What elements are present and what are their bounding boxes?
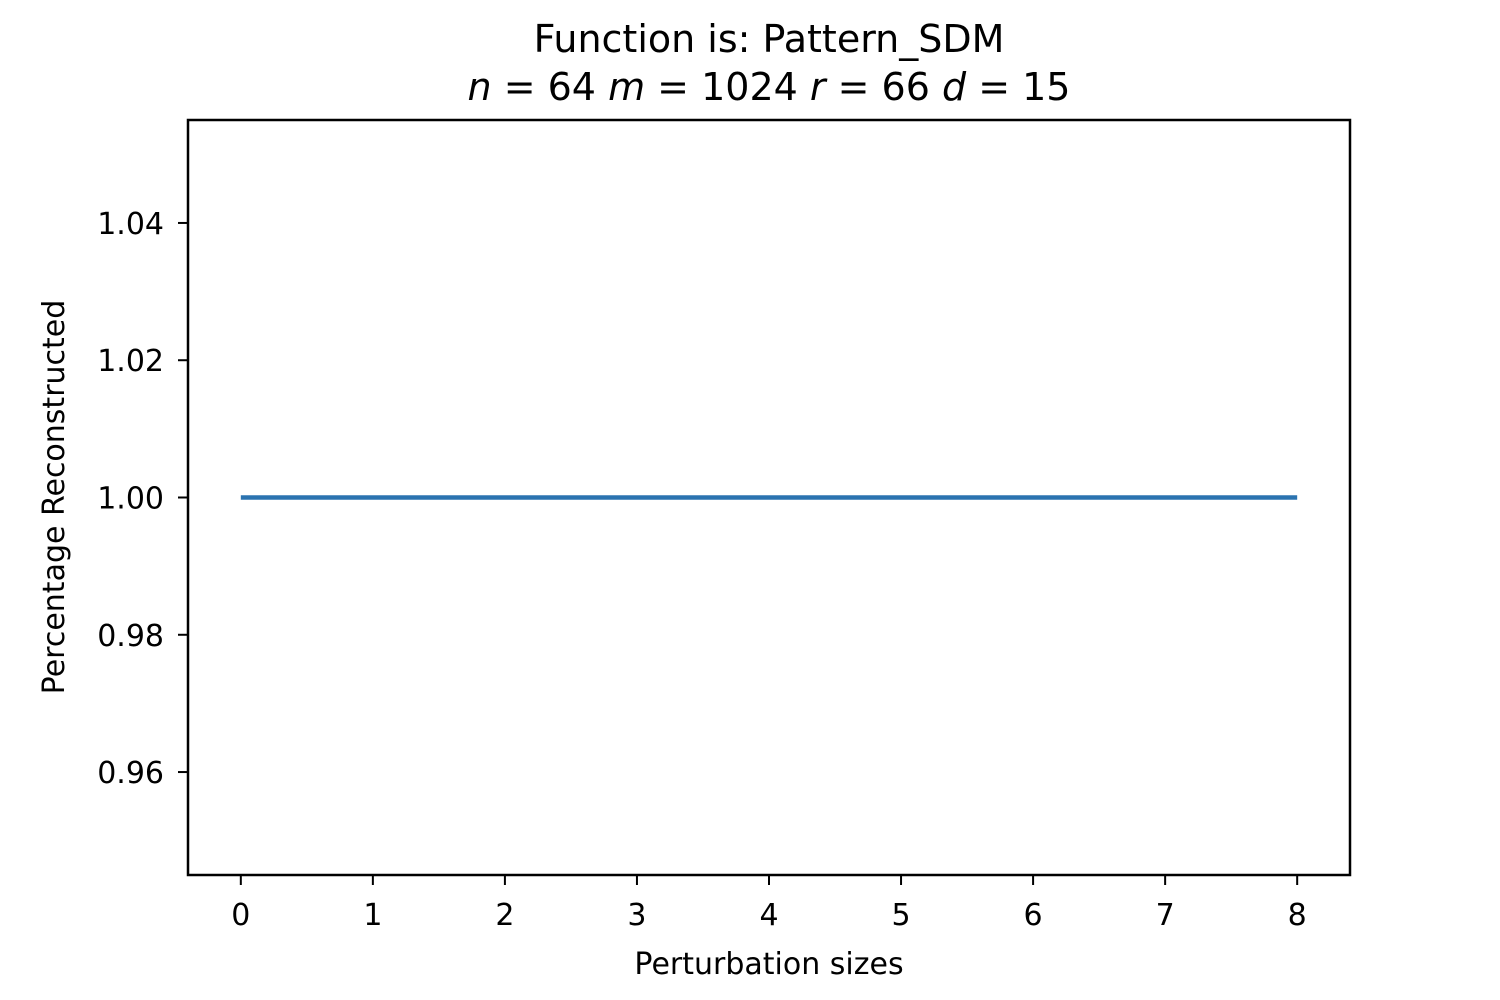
y-axis-label: Percentage Reconstructed [37,300,72,695]
y-tick-label: 0.96 [97,756,164,791]
subtitle-var-d: d [942,65,967,109]
subtitle-var-r: r [810,65,828,109]
x-tick-label: 8 [1288,898,1307,933]
y-tick-label: 0.98 [97,619,164,654]
x-tick-label: 0 [231,898,250,933]
subtitle-value-r: 66 [882,65,930,109]
ticks-layer: 0 1 2 3 4 5 6 7 8 0.96 0.98 1.00 1.02 1.04 [97,207,1307,933]
x-tick-label: 3 [627,898,646,933]
x-axis-label: Perturbation sizes [634,947,903,982]
x-tick-label: 1 [363,898,382,933]
y-tick-label: 1.04 [97,207,164,242]
subtitle-value-n: 64 [548,65,596,109]
y-tick-label: 1.02 [97,344,164,379]
chart-subtitle: n = 64 m = 1024 r = 66 d = 15 [468,65,1071,109]
subtitle-var-n: n [468,65,492,109]
subtitle-value-m: 1024 [701,65,798,109]
subtitle-value-d: 15 [1022,65,1070,109]
x-tick-label: 2 [495,898,514,933]
y-tick-label: 1.00 [97,482,164,517]
x-tick-label: 7 [1156,898,1175,933]
x-tick-label: 4 [759,898,778,933]
x-tick-label: 5 [891,898,910,933]
subtitle-var-m: m [608,65,645,109]
plot-frame [186,118,1352,877]
chart-title: Function is: Pattern_SDM [534,17,1005,61]
x-tick-label: 6 [1024,898,1043,933]
